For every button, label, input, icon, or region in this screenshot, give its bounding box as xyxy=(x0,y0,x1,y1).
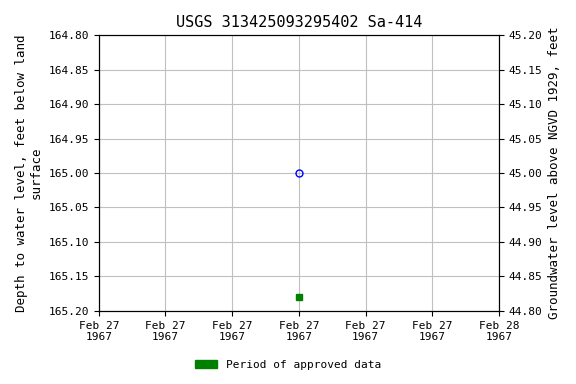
Y-axis label: Depth to water level, feet below land
surface: Depth to water level, feet below land su… xyxy=(15,34,43,312)
Y-axis label: Groundwater level above NGVD 1929, feet: Groundwater level above NGVD 1929, feet xyxy=(548,27,561,319)
Title: USGS 313425093295402 Sa-414: USGS 313425093295402 Sa-414 xyxy=(176,15,422,30)
Legend: Period of approved data: Period of approved data xyxy=(191,356,385,375)
